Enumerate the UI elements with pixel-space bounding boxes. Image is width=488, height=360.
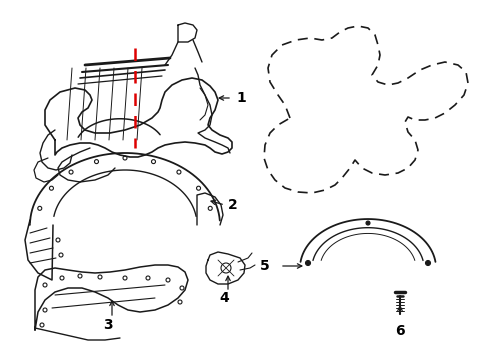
Text: 6: 6 bbox=[394, 324, 404, 338]
Circle shape bbox=[365, 221, 369, 225]
Circle shape bbox=[425, 261, 429, 265]
Text: 1: 1 bbox=[236, 91, 245, 105]
Text: 3: 3 bbox=[103, 318, 113, 332]
Text: 4: 4 bbox=[219, 291, 228, 305]
Circle shape bbox=[305, 261, 310, 265]
Text: 2: 2 bbox=[227, 198, 237, 212]
Text: 5: 5 bbox=[260, 259, 269, 273]
